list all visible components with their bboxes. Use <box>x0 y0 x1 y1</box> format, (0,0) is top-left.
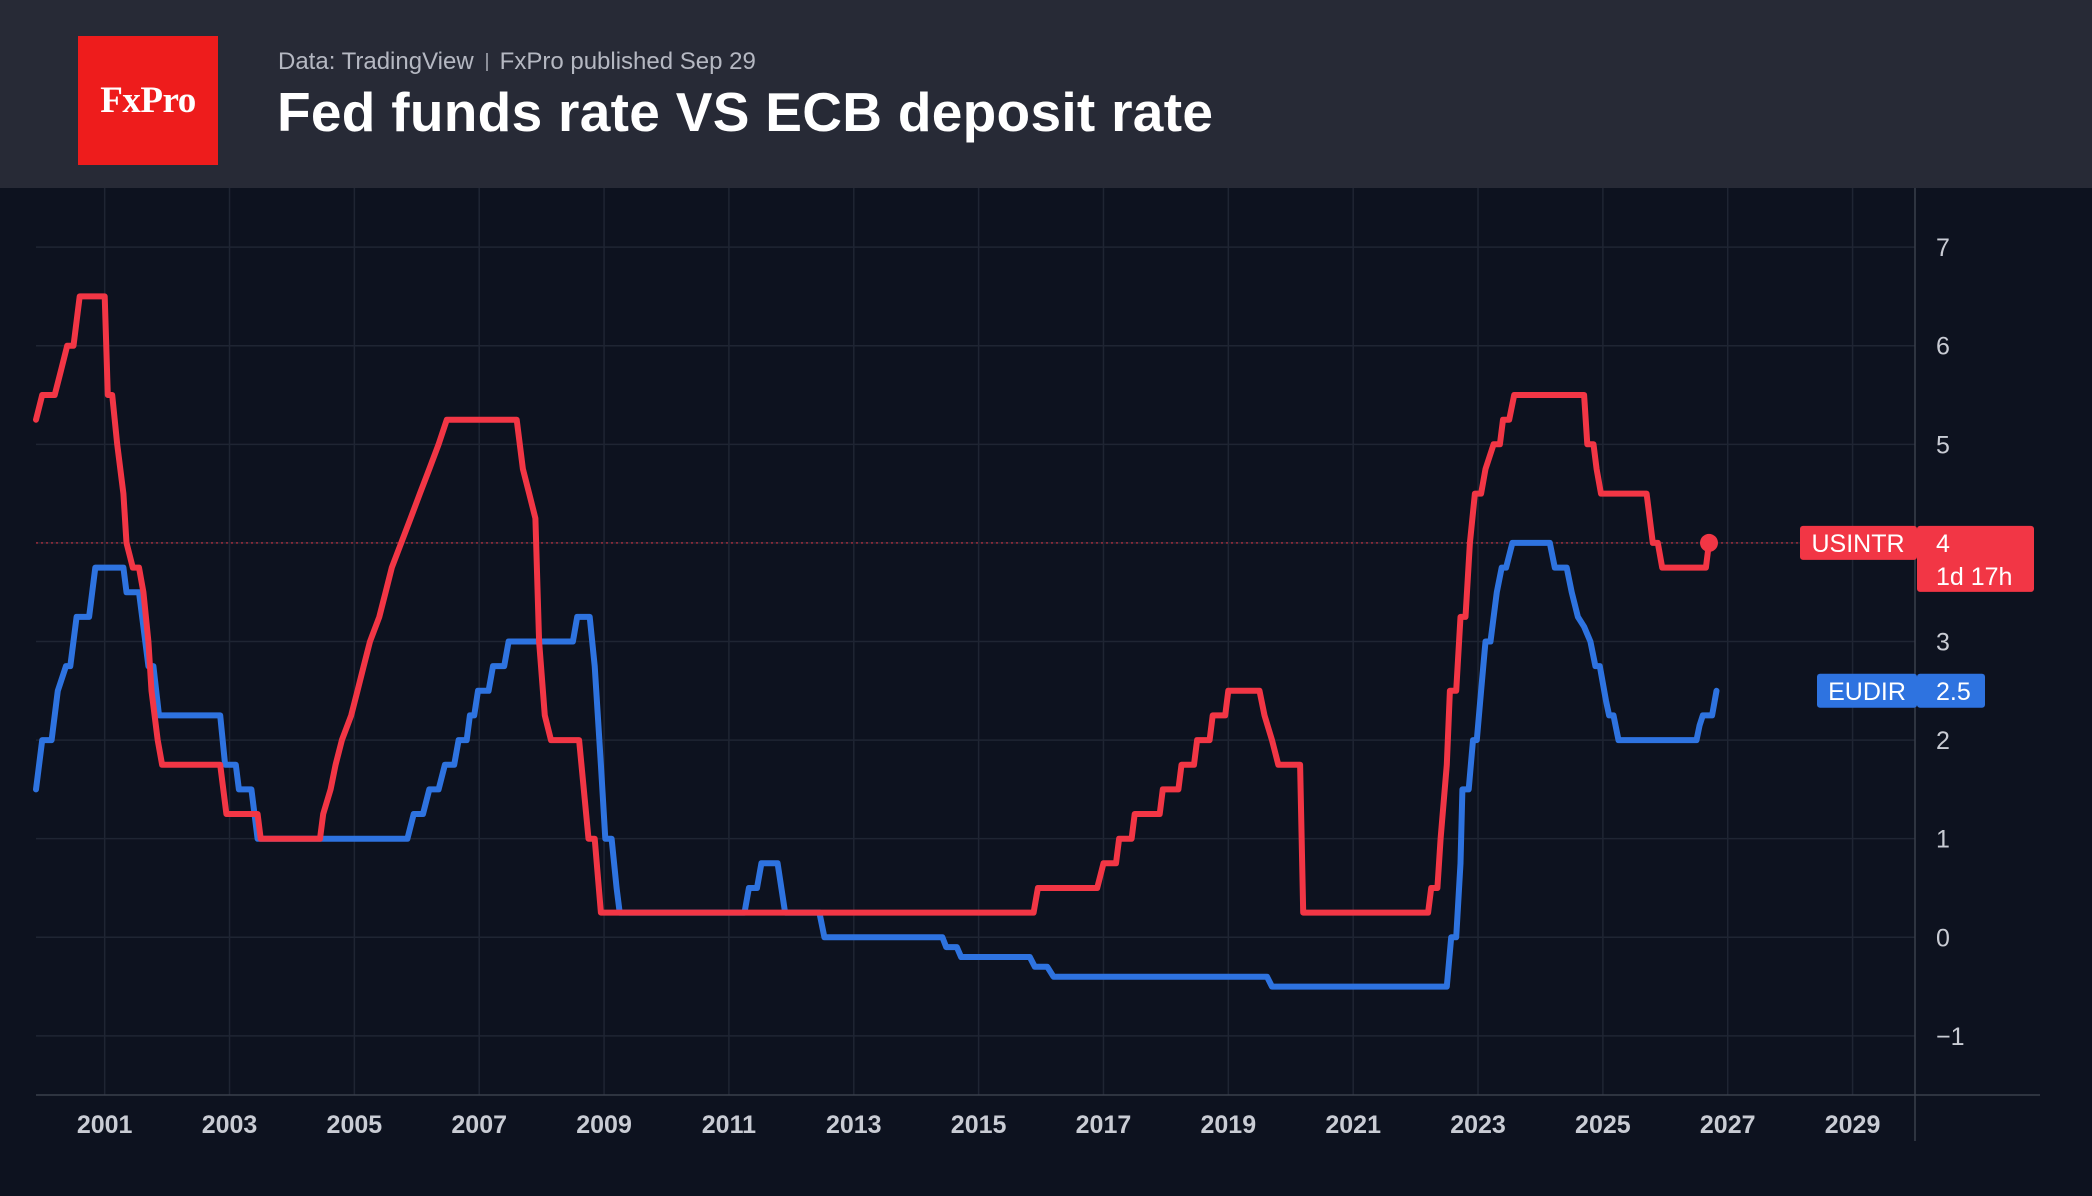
x-tick-label: 2005 <box>327 1111 383 1139</box>
y-tick-label: 7 <box>1936 234 1950 262</box>
x-tick-label: 2015 <box>951 1111 1007 1139</box>
x-tick-label: 2025 <box>1575 1111 1631 1139</box>
eudir-value-tag <box>1917 673 1985 708</box>
usintr-value-tag <box>1917 525 2034 592</box>
x-tick-label: 2009 <box>576 1111 632 1139</box>
y-tick-label: 2 <box>1936 727 1950 755</box>
chart-title: Fed funds rate VS ECB deposit rate <box>277 81 1214 143</box>
x-tick-label: 2003 <box>202 1111 258 1139</box>
y-tick-label: −1 <box>1936 1023 1965 1051</box>
usintr-series-line <box>33 293 1712 916</box>
data-source: Data: TradingView <box>278 48 474 75</box>
usintr-value-label: 4 <box>1936 530 1950 558</box>
eudir-series-line <box>33 539 1720 990</box>
x-tick-label: 2019 <box>1201 1111 1257 1139</box>
chart-area[interactable]: 2001 2003 2005 2007 2009 2011 2013 2015 2017 2019… <box>0 188 2092 1196</box>
x-tick-label: 2011 <box>702 1111 756 1139</box>
usintr-name-label: USINTR <box>1811 530 1904 558</box>
x-axis: 2001 2003 2005 2007 2009 2011 2013 2015 2017 2019… <box>36 1094 2040 1139</box>
eudir-name-label: EUDIR <box>1828 678 1906 706</box>
x-tick-label: 2007 <box>451 1111 507 1139</box>
x-tick-label: 2027 <box>1700 1111 1756 1139</box>
published-date: FxPro published Sep 29 <box>499 48 756 75</box>
y-tick-label: 5 <box>1936 431 1950 459</box>
x-tick-label: 2001 <box>77 1111 133 1139</box>
header-bar: FxPro Data: TradingView FxPro published … <box>0 0 2092 188</box>
y-axis: 7 6 5 4 3 2 1 0 −1 <box>1914 188 1965 1141</box>
x-tick-label: 2017 <box>1076 1111 1132 1139</box>
x-tick-label: 2021 <box>1325 1111 1381 1139</box>
source-line: Data: TradingView FxPro published Sep 29 <box>278 48 756 76</box>
x-tick-label: 2013 <box>826 1111 882 1139</box>
y-tick-label: 1 <box>1936 826 1950 854</box>
y-tick-label: 0 <box>1936 924 1950 952</box>
fxpro-logo: FxPro <box>78 36 218 165</box>
value-tags: USINTR 4 1d 17h EUDIR 2.5 <box>1800 525 2034 708</box>
x-tick-label: 2023 <box>1450 1111 1506 1139</box>
usintr-last-point <box>1699 533 1718 552</box>
grid-lines <box>36 188 1915 1095</box>
usintr-countdown-label: 1d 17h <box>1936 563 2012 591</box>
usintr-name-tag <box>1800 525 1917 560</box>
plot-lines <box>33 293 1720 990</box>
source-separator <box>485 53 488 71</box>
x-tick-label: 2029 <box>1825 1111 1881 1139</box>
eudir-value-label: 2.5 <box>1936 678 1971 706</box>
y-tick-label: 3 <box>1936 629 1950 657</box>
y-tick-label: 6 <box>1936 333 1950 361</box>
eudir-name-tag <box>1817 673 1917 708</box>
